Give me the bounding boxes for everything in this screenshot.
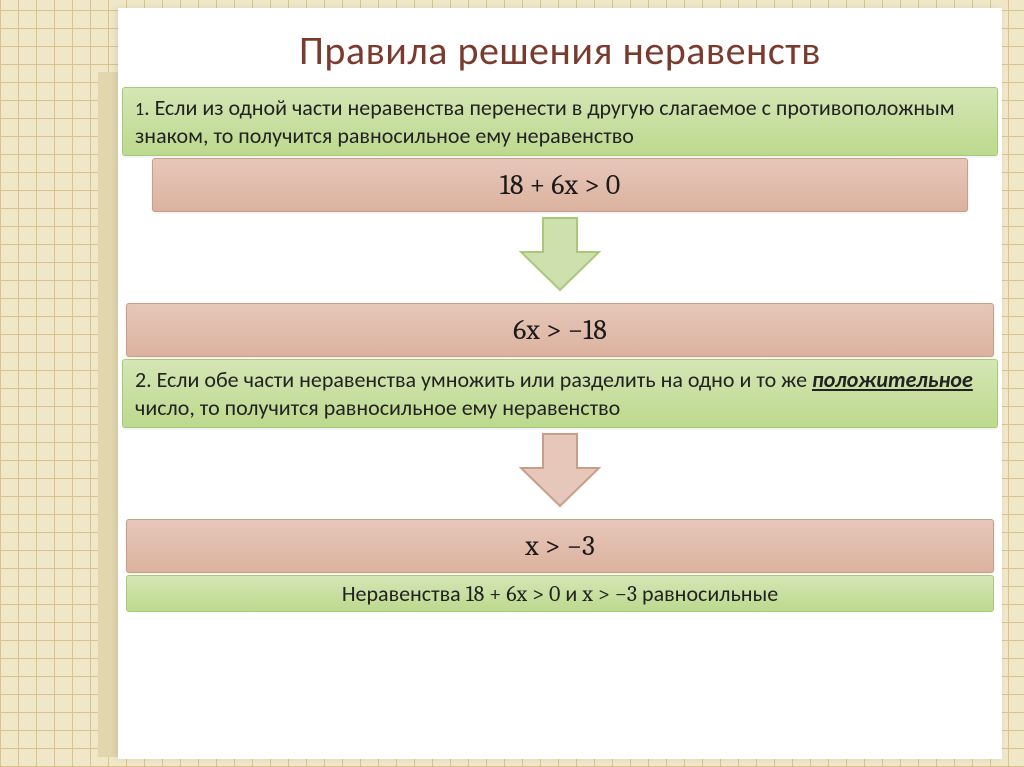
rule2-prefix: . Если обе части неравенства умножить ил… <box>146 366 812 393</box>
rule2-number: 2 <box>135 366 146 393</box>
arrow-down-pink-icon <box>515 432 605 510</box>
math-box-3: x > −3 <box>126 519 994 573</box>
slide-title: Правила решения неравенств <box>118 8 1002 87</box>
content-area: 1. Если из одной части неравенства перен… <box>118 87 1002 612</box>
arrow-1-wrap <box>122 216 998 299</box>
summary-box: Неравенства 18 + 6x > 0 и x > −3 равноси… <box>126 575 994 612</box>
rule1-text: . Если из одной части неравенства перене… <box>135 94 955 149</box>
summary-mid: и <box>560 580 582 607</box>
arrow-2-wrap <box>122 432 998 515</box>
side-strip <box>98 72 118 757</box>
rule2-emph: положительное <box>812 366 973 393</box>
summary-prefix: Неравенства <box>342 580 466 607</box>
summary-m1: 18 + 6x > 0 <box>466 581 561 607</box>
rule-box-2: 2. Если обе части неравенства умножить и… <box>122 359 998 428</box>
math-box-1: 18 + 6x > 0 <box>152 158 968 212</box>
slide-root: Правила решения неравенств 1. Если из од… <box>0 0 1024 767</box>
summary-suffix: равносильные <box>637 580 778 607</box>
rule1-number: 1 <box>135 98 144 120</box>
arrow-down-green-icon <box>515 216 605 294</box>
math-box-2: 6x > −18 <box>126 303 994 357</box>
slide-inner: Правила решения неравенств 1. Если из од… <box>118 8 1002 759</box>
summary-m2: x > −3 <box>582 581 637 607</box>
rule-box-1: 1. Если из одной части неравенства перен… <box>122 87 998 156</box>
rule2-suffix: число, то получится равносильное ему нер… <box>135 394 620 421</box>
